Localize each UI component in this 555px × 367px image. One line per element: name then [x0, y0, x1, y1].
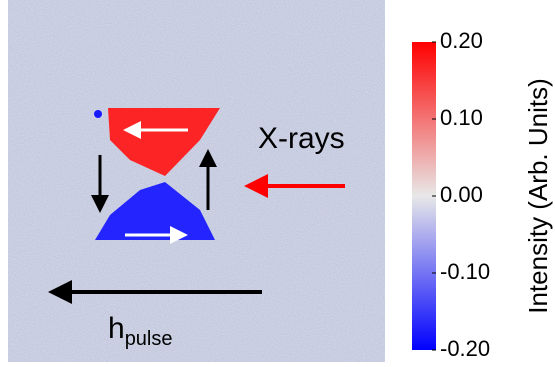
- field-symbol: h: [108, 312, 125, 345]
- colorbar-tick-label: 0.00: [440, 182, 483, 207]
- colorbar-tick-label: -0.20: [440, 336, 490, 361]
- xmcd-image: [8, 0, 385, 362]
- colorbar-tick-label: -0.10: [440, 259, 490, 284]
- colorbar-tick-label: 0.20: [440, 28, 483, 53]
- colorbar-ticks: 0.20 0.10 0.00 -0.10 -0.20: [432, 28, 490, 361]
- colorbar-label: Intensity (Arb. Units): [523, 78, 553, 314]
- field-subscript: pulse: [125, 328, 173, 350]
- xrays-label: X-rays: [258, 122, 345, 155]
- field-label: hpulse: [108, 312, 173, 350]
- colorbar-tick-label: 0.10: [440, 105, 483, 130]
